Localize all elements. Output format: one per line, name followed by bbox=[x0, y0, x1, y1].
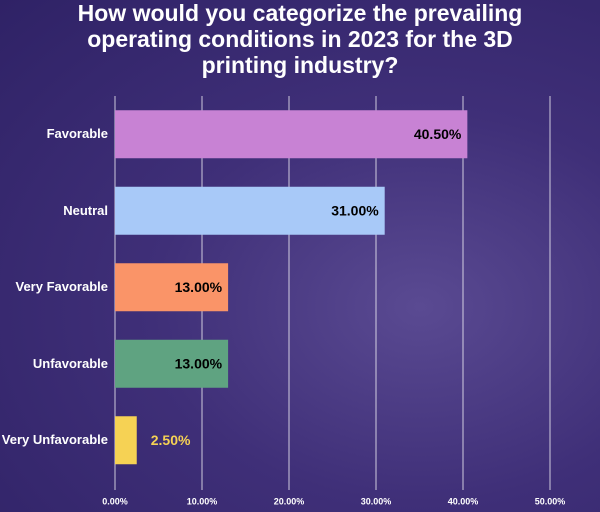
bar bbox=[115, 339, 229, 388]
category-label: Very Unfavorable bbox=[1, 432, 108, 448]
x-tick-label: 30.00% bbox=[361, 496, 392, 506]
category-label: Neutral bbox=[63, 202, 108, 218]
value-label: 13.00% bbox=[175, 279, 223, 295]
category-label: Unfavorable bbox=[32, 355, 108, 371]
value-label: 2.50% bbox=[151, 432, 191, 448]
x-tick-label: 40.00% bbox=[448, 496, 479, 506]
bar bbox=[115, 110, 468, 159]
bar bbox=[115, 186, 385, 235]
x-tick-label: 50.00% bbox=[535, 496, 566, 506]
x-tick-label: 0.00% bbox=[102, 496, 128, 506]
value-label: 13.00% bbox=[175, 355, 223, 371]
value-label: 40.50% bbox=[414, 126, 462, 142]
bar bbox=[115, 263, 229, 312]
value-label: 31.00% bbox=[331, 202, 379, 218]
category-label: Very Favorable bbox=[15, 279, 109, 295]
category-label: Favorable bbox=[46, 126, 108, 142]
x-tick-label: 20.00% bbox=[274, 496, 305, 506]
x-tick-label: 10.00% bbox=[187, 496, 218, 506]
chart-title: How would you categorize the prevailing … bbox=[77, 0, 523, 78]
bar bbox=[115, 416, 137, 465]
